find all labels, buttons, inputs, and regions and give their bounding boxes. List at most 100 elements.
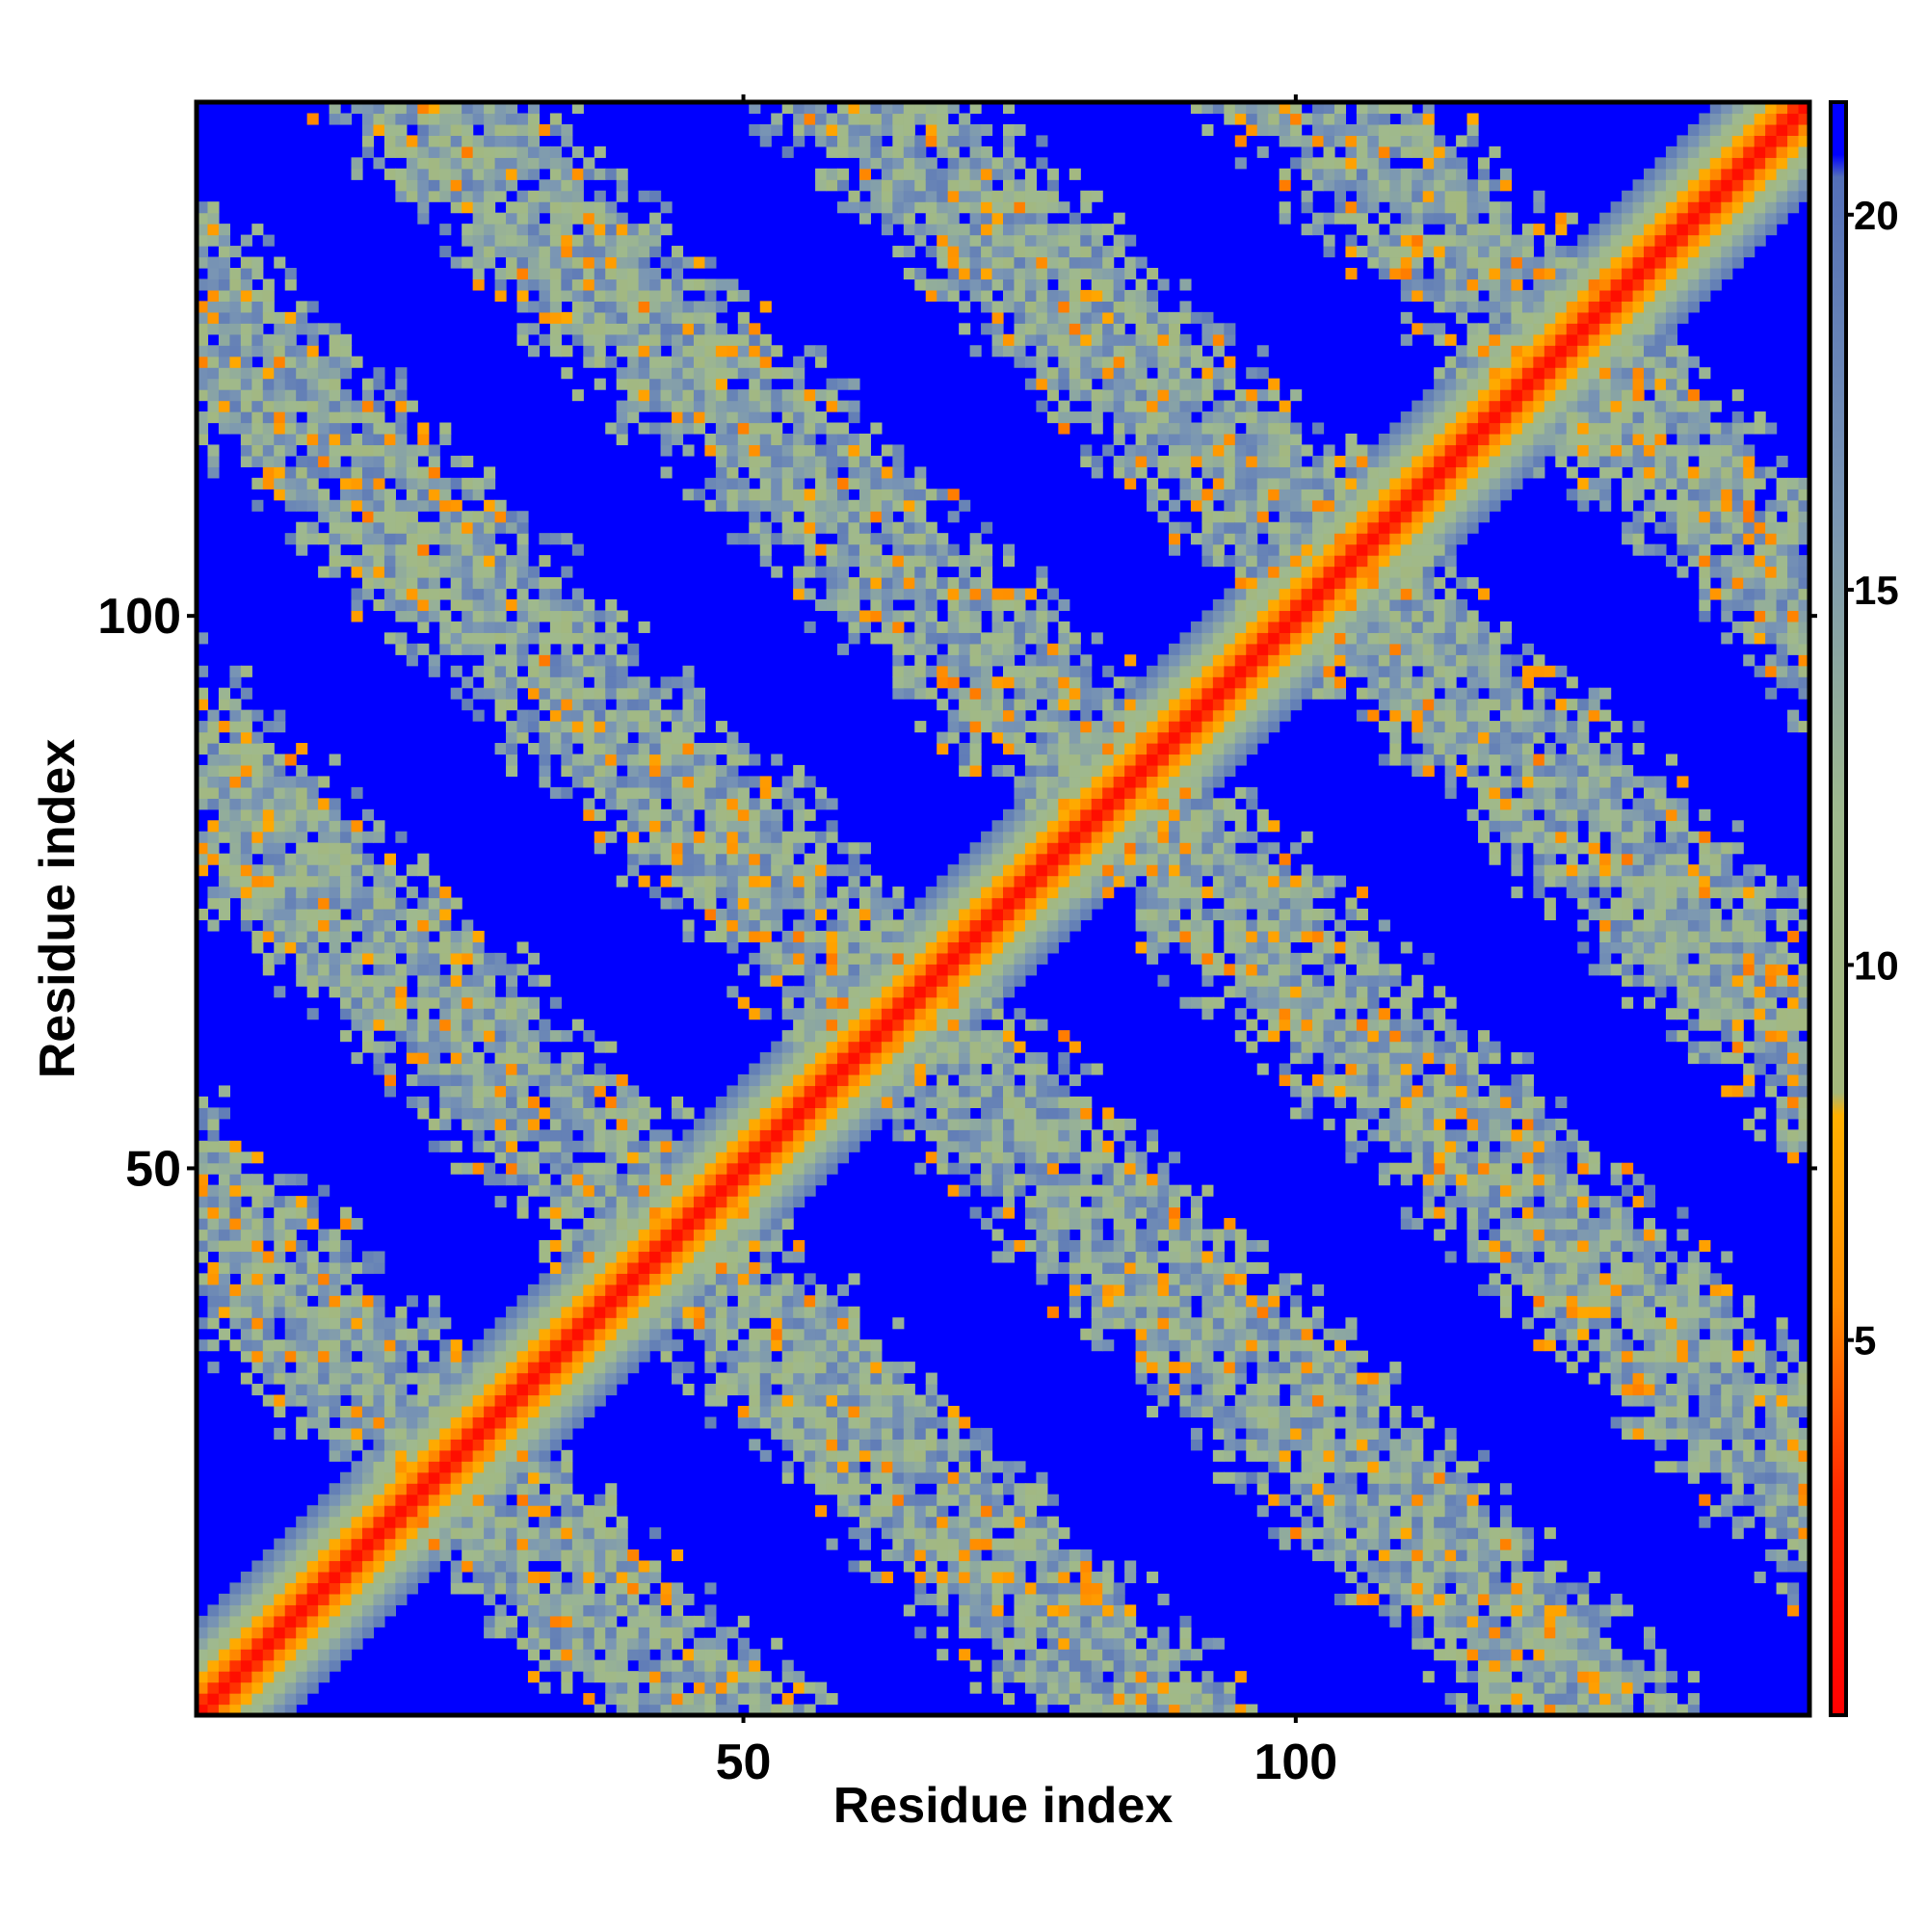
heatmap-cell [240,278,252,291]
heatmap-cell [638,1218,650,1231]
heatmap-cell [870,102,883,115]
heatmap-cell [351,996,363,1009]
heatmap-cell [527,974,541,987]
heatmap-cell [737,1649,750,1661]
heatmap-cell [737,786,750,799]
heatmap-cell [815,466,828,479]
heatmap-cell [361,489,375,501]
heatmap-cell [649,699,662,711]
heatmap-cell [484,1538,496,1550]
heatmap-cell [450,1107,462,1120]
heatmap-cell [351,864,363,877]
heatmap-cell [340,842,353,855]
heatmap-cell [881,190,893,202]
heatmap-cell [549,212,562,225]
heatmap-cell [837,123,850,136]
heatmap-cell [494,102,507,115]
heatmap-cell [793,1041,805,1053]
heatmap-cell [262,776,275,788]
heatmap-cell [925,941,937,954]
heatmap-cell [594,1306,606,1318]
heatmap-cell [395,1317,408,1330]
heatmap-cell [583,1637,595,1650]
heatmap-cell [406,543,418,556]
heatmap-cell [881,610,893,622]
heatmap-cell [274,1671,286,1683]
heatmap-cell [881,941,893,954]
heatmap-cell [616,1306,628,1318]
heatmap-cell [583,168,595,180]
heatmap-cell [516,1494,529,1506]
heatmap-cell [306,808,319,821]
heatmap-cell [837,897,850,910]
heatmap-cell [726,433,739,446]
heatmap-cell [318,489,330,501]
heatmap-cell [815,1362,828,1374]
heatmap-cell [462,1073,474,1087]
heatmap-cell [240,754,252,766]
heatmap-cell [406,477,418,490]
heatmap-cell [583,212,595,225]
heatmap-cell [516,1582,529,1595]
heatmap-cell [450,1483,462,1495]
heatmap-cell [737,1339,750,1352]
heatmap-cell [484,598,496,612]
heatmap-cell [749,499,761,512]
heatmap-cell [638,256,650,269]
heatmap-cell [737,1637,750,1650]
heatmap-cell [892,1384,905,1396]
heatmap-cell [207,897,220,910]
heatmap-cell [340,986,353,998]
heatmap-cell [616,433,628,446]
heatmap-cell [837,533,850,545]
heatmap-cell [914,566,927,578]
heatmap-cell [925,643,937,655]
heatmap-cell [793,808,805,821]
heatmap-cell [848,378,860,390]
heatmap-cell [539,289,551,302]
heatmap-cell [881,499,893,512]
heatmap-cell [306,1261,319,1274]
heatmap-cell [296,1306,308,1318]
heatmap-cell [715,1218,727,1231]
heatmap-cell [815,1052,828,1065]
heatmap-cell [759,1184,772,1197]
heatmap-cell [361,1339,375,1352]
heatmap-cell [903,135,915,147]
heatmap-cell [781,1151,794,1164]
heatmap-cell [561,598,573,612]
heatmap-cell [704,930,717,942]
heatmap-cell [848,102,860,115]
heatmap-cell [516,135,529,147]
heatmap-cell [649,1284,662,1296]
heatmap-cell [649,764,662,778]
heatmap-cell [616,1571,628,1584]
heatmap-cell [815,477,828,490]
heatmap-cell [439,489,452,501]
heatmap-cell [373,887,385,899]
heatmap-cell [627,1295,640,1308]
heatmap-cell [870,1416,883,1429]
heatmap-cell [274,1239,286,1253]
heatmap-cell [361,1030,375,1043]
heatmap-cell [274,422,286,435]
heatmap-cell [826,400,838,412]
heatmap-cell [848,1483,860,1495]
heatmap-cell [251,1560,264,1573]
heatmap-cell [340,831,353,843]
heatmap-cell [383,422,396,435]
heatmap-cell [428,1461,440,1473]
heatmap-cell [848,864,860,877]
heatmap-cell [361,577,375,590]
heatmap-cell [571,1582,584,1595]
heatmap-cell [892,1008,905,1020]
heatmap-cell [583,1671,595,1683]
heatmap-cell [351,1339,363,1352]
heatmap-cell [715,1129,727,1142]
heatmap-cell [218,224,230,236]
heatmap-cell [262,1627,275,1639]
heatmap-cell [383,1439,396,1451]
heatmap-cell [704,853,717,865]
heatmap-cell [672,311,684,324]
heatmap-cell [583,1085,595,1098]
